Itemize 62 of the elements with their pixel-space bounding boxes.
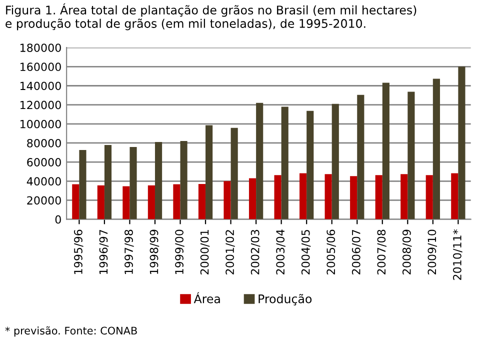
x-tick-label: 2001/02 <box>226 230 235 274</box>
x-tick-label: 1997/98 <box>124 230 134 274</box>
bar <box>426 175 433 220</box>
bar <box>230 128 238 220</box>
bar <box>154 142 162 220</box>
y-tick-label: 0 <box>55 215 61 224</box>
y-tick-label: 120000 <box>20 100 61 110</box>
bar <box>357 94 364 220</box>
x-tick-label: 2010/11* <box>453 229 462 280</box>
bar <box>408 92 415 220</box>
x-tick-label: 2002/03 <box>250 230 260 274</box>
bar <box>248 178 256 220</box>
bar <box>224 181 231 220</box>
y-tick-label: 140000 <box>20 82 61 90</box>
bar <box>180 140 188 220</box>
x-tick-label: 2003/04 <box>276 230 286 274</box>
bar <box>97 185 104 220</box>
bar <box>300 173 307 220</box>
x-tick-label: 2004/05 <box>301 230 311 274</box>
bar <box>122 186 130 220</box>
bar <box>375 175 382 220</box>
y-tick-label: 160000 <box>20 62 61 72</box>
x-tick-label: 1995/96 <box>74 230 84 274</box>
bar <box>306 110 314 220</box>
x-tick-label: 2005/06 <box>326 230 336 274</box>
bar <box>451 173 458 220</box>
chart-title: Figura 1. Área total de plantação de grãos no Brasil (em mil hectares) e produção total de grãos (em mil toneladas), de 1995-2010. <box>6 3 416 30</box>
y-tick-label: 20000 <box>27 196 61 205</box>
bar <box>400 174 408 220</box>
bar <box>281 106 288 220</box>
x-tick-label: 2008/09 <box>402 230 412 274</box>
y-tick-label: 80000 <box>27 138 61 148</box>
bar <box>274 175 282 220</box>
bar <box>458 66 466 220</box>
x-tick-label: 2009/10 <box>428 230 438 274</box>
x-tick-label: 2000/01 <box>200 230 210 274</box>
legend-label: Área <box>194 292 220 304</box>
x-tick-label: 1996/97 <box>99 230 109 274</box>
x-tick-label: 1998/99 <box>150 230 160 274</box>
text: * previsão. Fonte: CONAB <box>5 326 137 337</box>
y-tick-label: 60000 <box>27 158 61 166</box>
bar <box>350 176 358 220</box>
bar <box>72 184 80 220</box>
bar <box>173 184 180 220</box>
legend-label: Produção <box>258 294 312 306</box>
x-tick-label: 1999/00 <box>175 230 184 274</box>
bar <box>198 184 206 220</box>
bar <box>130 146 137 220</box>
bar <box>432 78 440 220</box>
bar <box>256 102 264 220</box>
y-tick-label: 180000 <box>20 44 61 52</box>
bar <box>104 144 112 220</box>
bar <box>324 174 332 220</box>
bar <box>382 82 390 220</box>
y-tick-label: 100000 <box>20 120 61 128</box>
y-tick-label: 40000 <box>26 177 61 186</box>
bar <box>206 125 213 220</box>
bar <box>332 104 339 220</box>
x-tick-label: 2006/07 <box>352 230 362 274</box>
x-tick-label: 2007/08 <box>377 230 386 274</box>
bar <box>79 150 86 220</box>
bar <box>148 185 155 220</box>
